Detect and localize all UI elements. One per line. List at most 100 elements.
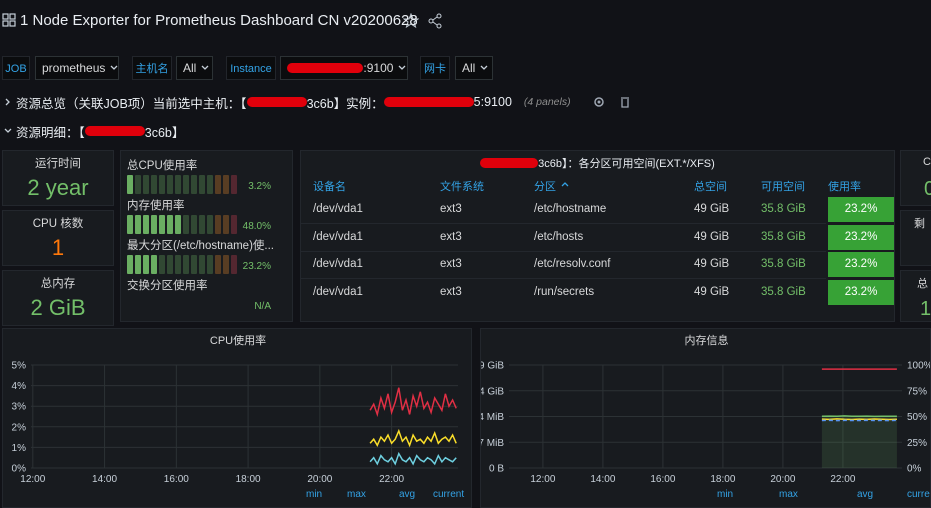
row-title: 3c6b】 [145, 122, 185, 141]
gauge-segment [191, 255, 197, 274]
gauge-bar [127, 255, 237, 274]
table-cell: /dev/vda1 [313, 203, 363, 215]
y-tick-label: 4% [12, 381, 27, 392]
gauge-segment [175, 175, 181, 194]
x-tick-label: 12:00 [20, 474, 45, 485]
table-cell: 49 GiB [694, 231, 729, 243]
gauge-segment [223, 255, 229, 274]
dashboard-title: 1 Node Exporter for Prometheus Dashboard… [20, 12, 418, 29]
x-tick-label: 22:00 [830, 474, 855, 485]
grid-icon[interactable] [2, 13, 16, 27]
gauge-segment [215, 215, 221, 234]
gauge-segment [191, 215, 197, 234]
variable-label: 主机名 [132, 56, 172, 80]
column-header[interactable]: 分区 [534, 178, 556, 194]
variable-value: All [183, 56, 196, 80]
column-header[interactable]: 文件系统 [440, 178, 484, 194]
edge-panel-text: C [923, 156, 931, 168]
x-tick-label: 16:00 [650, 474, 675, 485]
row-header[interactable]: 资源明细：【 3c6b】 [4, 123, 184, 139]
gauge-segment [183, 175, 189, 194]
gauge-segment [167, 255, 173, 274]
row-title: 资源总览（关联JOB项）当前选中主机：【 [16, 93, 247, 112]
gauge-segment [199, 215, 205, 234]
usage-cell: 23.2% [828, 225, 894, 250]
table-cell: /etc/resolv.conf [534, 258, 611, 270]
column-header[interactable]: 使用率 [828, 178, 861, 194]
redaction [384, 97, 474, 107]
y-tick-label: 0 B [489, 464, 504, 475]
column-header[interactable]: 可用空间 [761, 178, 805, 194]
y-tick-label: 477 MiB [481, 438, 504, 449]
series-area [822, 416, 897, 468]
legend-column-header: avg [399, 489, 415, 500]
share-icon[interactable] [427, 13, 443, 29]
legend-column-header: avg [857, 489, 873, 500]
variable-label: 网卡 [420, 56, 450, 80]
chart-title: 内存信息 [685, 333, 729, 347]
row-header[interactable]: 资源总览（关联JOB项）当前选中主机：【3c6b】实例：5:9100(4 pan… [4, 94, 643, 110]
y-tick-label: 0% [12, 464, 27, 475]
variable-dropdown[interactable]: prometheus [35, 56, 119, 80]
gauge-segment [159, 255, 165, 274]
table-cell: ext3 [440, 286, 462, 298]
table-title-text: 3c6b】：各分区可用空间(EXT.*/XFS) [538, 155, 715, 171]
usage-cell: 23.2% [828, 197, 894, 222]
x-tick-label: 16:00 [164, 474, 189, 485]
gauge-segment [215, 175, 221, 194]
stat-title: CPU 核数 [3, 215, 113, 231]
gauge-segment [231, 215, 237, 234]
x-tick-label: 18:00 [236, 474, 261, 485]
y-tick-label: 1.9 GiB [481, 361, 504, 372]
row-divider [301, 251, 826, 252]
table-cell: /dev/vda1 [313, 286, 363, 298]
variable-dropdown[interactable]: All [176, 56, 213, 80]
row-title: 资源明细：【 [16, 122, 85, 141]
gauge-segment [143, 175, 149, 194]
y-tick-label: 1.4 GiB [481, 386, 504, 397]
usage-cell: 23.2% [828, 280, 894, 305]
gauge-segment [127, 175, 133, 194]
redaction [287, 63, 363, 73]
table-title: 3c6b】：各分区可用空间(EXT.*/XFS) [301, 155, 894, 171]
chart-title: CPU使用率 [210, 333, 266, 347]
gauge-segment [151, 215, 157, 234]
gauge-segment [207, 215, 213, 234]
row-chevron [4, 97, 12, 107]
y2-tick-label: 50% [907, 412, 927, 423]
x-tick-label: 14:00 [92, 474, 117, 485]
gauge-segment [223, 175, 229, 194]
edge-panel-text: 剩 [914, 215, 925, 231]
variable-dropdown[interactable]: :9100 [280, 56, 408, 80]
table-cell: ext3 [440, 258, 462, 270]
gauge-segment [167, 215, 173, 234]
variable-dropdown[interactable]: All [455, 56, 493, 80]
table-cell: /etc/hosts [534, 231, 583, 243]
gauge-value: 23.2% [243, 261, 271, 272]
table-cell: /etc/hostname [534, 203, 606, 215]
gauge-segment [143, 215, 149, 234]
table-cell: 35.8 GiB [761, 258, 806, 270]
stat-value: 1 [3, 235, 113, 261]
redaction [85, 126, 145, 136]
stat-panel: CPU 核数 1 [2, 210, 114, 266]
row-actions[interactable] [593, 95, 643, 109]
x-tick-label: 14:00 [590, 474, 615, 485]
gauge-segment [199, 255, 205, 274]
row-chevron [4, 126, 12, 136]
caret [109, 64, 118, 72]
column-header[interactable]: 总空间 [694, 178, 727, 194]
series-line [370, 388, 456, 415]
caret [397, 64, 407, 72]
stat-title: 运行时间 [3, 155, 113, 171]
table-cell: 49 GiB [694, 203, 729, 215]
caret [200, 64, 210, 72]
gauge-segment [183, 215, 189, 234]
column-header[interactable]: 设备名 [313, 178, 346, 194]
